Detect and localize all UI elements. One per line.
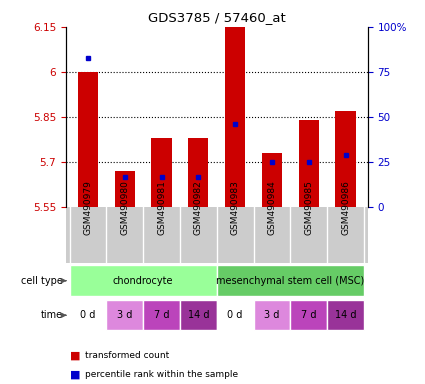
Bar <box>335 111 356 207</box>
Bar <box>70 265 217 296</box>
Bar <box>254 300 290 331</box>
Text: 0 d: 0 d <box>80 310 96 320</box>
Bar <box>143 300 180 331</box>
Text: GSM490986: GSM490986 <box>341 180 350 235</box>
Bar <box>188 138 209 207</box>
Bar <box>217 300 254 331</box>
Text: 7 d: 7 d <box>154 310 169 320</box>
Text: 7 d: 7 d <box>301 310 317 320</box>
Bar <box>225 9 245 207</box>
Bar <box>115 171 135 207</box>
Text: 14 d: 14 d <box>335 310 356 320</box>
Bar <box>106 300 143 331</box>
Text: GSM490983: GSM490983 <box>231 180 240 235</box>
Text: GSM490985: GSM490985 <box>304 180 313 235</box>
Text: time: time <box>41 310 63 320</box>
Text: GSM490980: GSM490980 <box>120 180 129 235</box>
Text: cell type: cell type <box>21 276 63 286</box>
Text: GSM490982: GSM490982 <box>194 180 203 235</box>
Text: GSM490984: GSM490984 <box>267 180 276 235</box>
Bar <box>262 153 282 207</box>
Title: GDS3785 / 57460_at: GDS3785 / 57460_at <box>148 11 286 24</box>
Bar <box>70 300 106 331</box>
Text: 14 d: 14 d <box>187 310 209 320</box>
Bar <box>217 265 364 296</box>
Bar <box>180 300 217 331</box>
Text: 0 d: 0 d <box>227 310 243 320</box>
Text: ■: ■ <box>70 369 81 379</box>
Text: GSM490981: GSM490981 <box>157 180 166 235</box>
Text: 3 d: 3 d <box>117 310 133 320</box>
Bar <box>78 72 98 207</box>
Text: GSM490979: GSM490979 <box>83 180 93 235</box>
Text: transformed count: transformed count <box>85 351 169 360</box>
Bar <box>299 120 319 207</box>
Text: chondrocyte: chondrocyte <box>113 276 173 286</box>
Text: mesenchymal stem cell (MSC): mesenchymal stem cell (MSC) <box>216 276 365 286</box>
Text: 3 d: 3 d <box>264 310 280 320</box>
Text: percentile rank within the sample: percentile rank within the sample <box>85 370 238 379</box>
Bar <box>151 138 172 207</box>
Bar <box>327 300 364 331</box>
Bar <box>290 300 327 331</box>
Text: ■: ■ <box>70 350 81 360</box>
